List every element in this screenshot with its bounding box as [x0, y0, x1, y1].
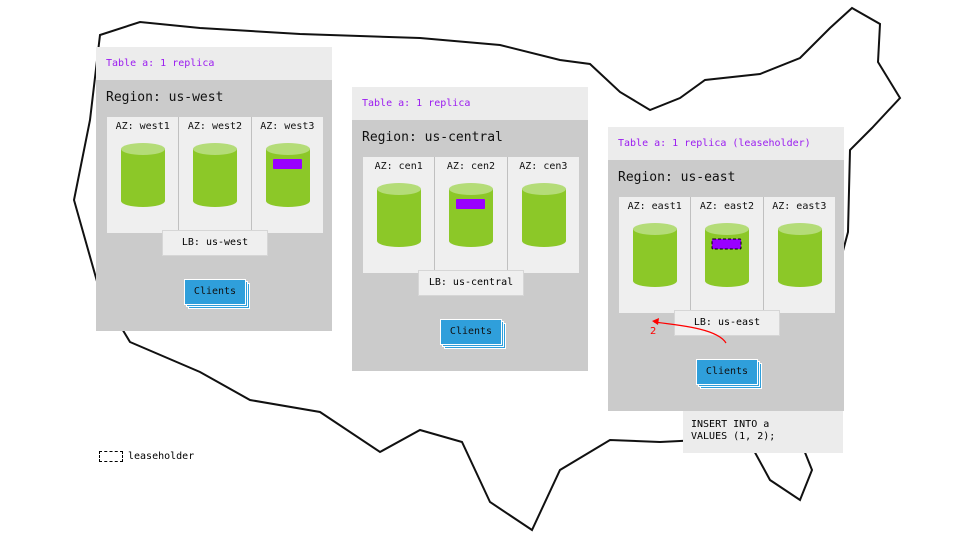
az-central-1: AZ: cen1 — [363, 157, 436, 273]
availability-zones: AZ: west1 AZ: west2 AZ: west3 — [107, 117, 323, 233]
az-west-3: AZ: west3 — [252, 117, 323, 233]
clients-stack: Clients — [184, 279, 250, 309]
request-arrow: 2 — [650, 318, 727, 344]
az-east-1: AZ: east1 — [619, 197, 692, 313]
region-name: Region: us-west — [106, 90, 224, 105]
database-node-icon — [193, 143, 238, 207]
database-node-icon — [777, 223, 822, 287]
region-name: Region: us-central — [362, 130, 503, 145]
az-label: AZ: cen3 — [519, 161, 568, 172]
table-replica-label: Table a: 1 replica (leaseholder) — [608, 127, 844, 160]
region-box: Region: us-west AZ: west1 AZ: west2 AZ: … — [96, 80, 332, 331]
clients-stack: Clients — [440, 319, 506, 349]
region-name: Region: us-east — [618, 170, 736, 185]
az-label: AZ: east3 — [772, 201, 827, 212]
load-balancer: LB: us-east — [674, 310, 780, 336]
az-label: AZ: cen2 — [446, 161, 496, 172]
clients-stack: Clients — [696, 359, 762, 389]
legend-label: leaseholder — [128, 451, 195, 462]
az-west-1: AZ: west1 — [107, 117, 180, 233]
region-box: Region: us-east AZ: east1 AZ: east2 AZ: … — [608, 160, 844, 411]
az-label: AZ: west3 — [260, 121, 315, 132]
load-balancer: LB: us-west — [162, 230, 268, 256]
legend: leaseholder — [99, 451, 194, 462]
az-central-2: AZ: cen2 — [435, 157, 508, 273]
arrow-label: 2 — [650, 326, 656, 337]
az-west-2: AZ: west2 — [179, 117, 252, 233]
region-box: Region: us-central AZ: cen1 AZ: cen2 AZ:… — [352, 120, 588, 371]
database-node-icon — [633, 223, 677, 287]
database-node-icon — [377, 183, 421, 247]
database-node-icon — [121, 143, 165, 207]
table-replica-label: Table a: 1 replica — [352, 87, 588, 120]
az-east-2: AZ: east2 — [691, 197, 764, 313]
az-east-3: AZ: east3 — [764, 197, 835, 313]
az-label: AZ: east1 — [627, 201, 682, 212]
az-central-3: AZ: cen3 — [508, 157, 579, 273]
sql-statement: INSERT INTO a VALUES (1, 2); — [683, 411, 843, 453]
clients-label: Clients — [696, 359, 758, 385]
az-label: AZ: west1 — [115, 121, 170, 132]
database-node-icon — [449, 183, 494, 247]
database-node-icon — [705, 223, 750, 287]
load-balancer: LB: us-central — [418, 270, 524, 296]
replica-marker — [272, 159, 302, 169]
az-label: AZ: east2 — [699, 201, 755, 212]
database-node-icon — [265, 143, 310, 207]
leaseholder-legend-swatch — [99, 451, 123, 462]
availability-zones: AZ: east1 AZ: east2 AZ: east3 — [619, 197, 835, 313]
az-label: AZ: west2 — [187, 121, 243, 132]
availability-zones: AZ: cen1 AZ: cen2 AZ: cen3 — [363, 157, 579, 273]
replica-marker — [456, 199, 486, 209]
table-replica-label: Table a: 1 replica — [96, 47, 332, 80]
database-node-icon — [521, 183, 566, 247]
clients-label: Clients — [184, 279, 246, 305]
az-label: AZ: cen1 — [374, 161, 423, 172]
clients-label: Clients — [440, 319, 502, 345]
replica-marker — [711, 238, 742, 250]
